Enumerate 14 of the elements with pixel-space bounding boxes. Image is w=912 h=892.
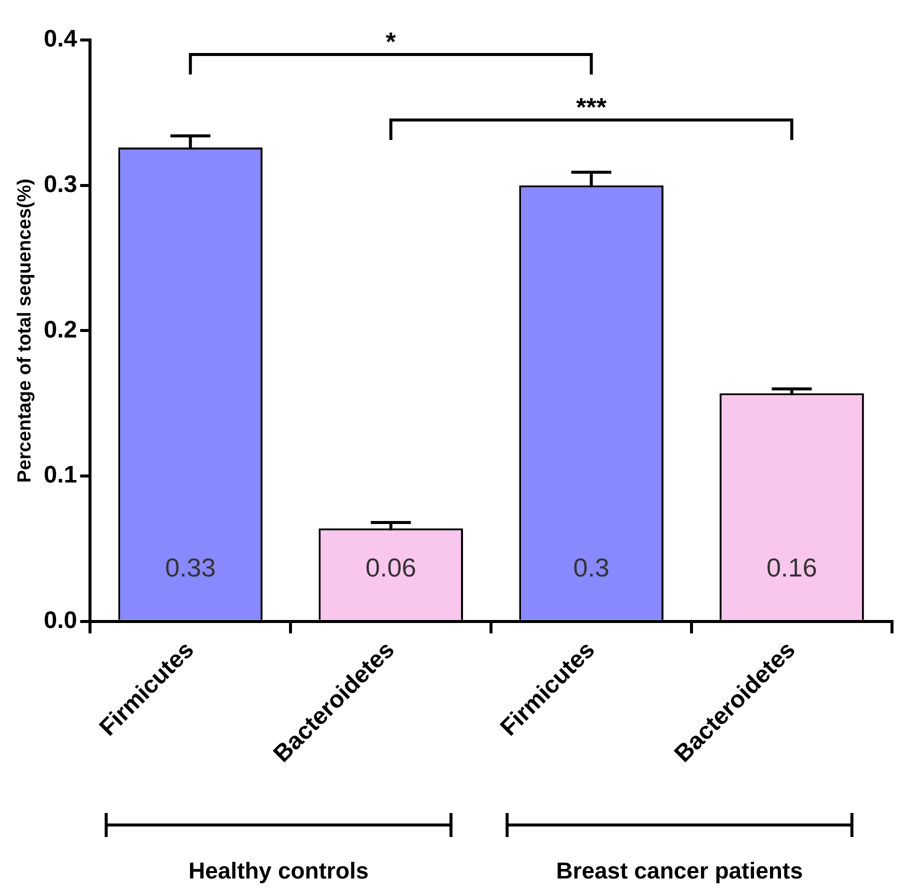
data-label: 0.06 [366,552,416,583]
y-tick-label: 0.0 [44,607,78,634]
text: Healthy controls [188,857,369,884]
y-tick-label: 0.1 [44,462,78,489]
text: Breast cancer patients [556,857,803,884]
y-tick-label: 0.2 [44,316,78,344]
annotation: *** [576,92,608,122]
y-tick-label: 0.3 [44,170,78,198]
annotation: * [386,26,397,57]
data-label: 0.16 [766,552,818,583]
data-label: 0.3 [573,552,610,583]
y-axis-title: Percentage of total sequences(%) [14,178,36,483]
y-tick-label: 0.4 [44,26,78,53]
data-label: 0.33 [165,552,216,583]
